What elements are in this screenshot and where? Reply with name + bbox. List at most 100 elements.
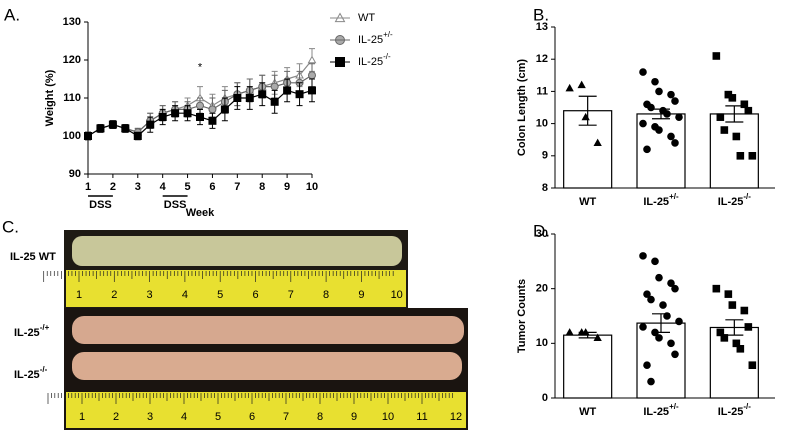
marker-square <box>740 306 749 315</box>
marker-square <box>121 124 130 133</box>
marker-circle <box>639 68 647 76</box>
y-axis-label: Tumor Counts <box>516 279 528 353</box>
ruler-number: 9 <box>358 289 364 301</box>
marker-circle <box>655 126 663 134</box>
marker-circle <box>655 334 663 342</box>
marker-circle <box>270 82 279 91</box>
marker-square <box>183 109 192 118</box>
bar <box>709 113 759 189</box>
annotation: DSS <box>89 199 112 211</box>
x-tick-label: 9 <box>284 181 290 193</box>
marker-circle <box>208 105 217 114</box>
x-tick-label: 7 <box>234 181 240 193</box>
marker-circle <box>196 101 204 110</box>
marker-square <box>728 94 737 102</box>
marker-square <box>308 86 316 95</box>
marker-circle <box>647 377 655 386</box>
marker-square <box>740 100 749 109</box>
x-tick-label: 3 <box>135 181 141 193</box>
ruler-number: 11 <box>416 411 427 423</box>
marker-square <box>724 290 733 298</box>
ruler-number: 12 <box>450 411 462 423</box>
marker-square <box>146 120 155 129</box>
ruler-number: 8 <box>323 289 329 301</box>
x-tick-label: 1 <box>85 181 91 193</box>
x-tick-label: 4 <box>160 181 167 193</box>
marker-circle <box>671 97 679 105</box>
error-bar <box>725 105 744 123</box>
y-tick-label: 90 <box>69 168 81 180</box>
marker-square <box>732 132 741 141</box>
marker-square <box>736 152 745 160</box>
marker-square <box>716 328 725 337</box>
x-tick-label: IL-25+/- <box>643 192 679 208</box>
colon-het <box>72 316 464 344</box>
marker-square <box>270 97 279 106</box>
bar <box>636 322 686 399</box>
y-tick-label: 9 <box>542 150 548 162</box>
marker-square <box>736 345 745 353</box>
marker-triangle <box>565 328 574 336</box>
y-tick-label: 8 <box>542 182 548 194</box>
ruler-number: 8 <box>317 411 323 423</box>
marker-circle <box>675 113 683 121</box>
x-tick-label: 8 <box>259 181 265 193</box>
x-tick-label: IL-25+/- <box>643 402 679 418</box>
marker-square <box>283 86 292 95</box>
colon-wt <box>72 236 402 266</box>
marker-square <box>108 120 117 129</box>
ruler-number: 4 <box>182 289 188 301</box>
y-tick-label: 110 <box>63 92 81 104</box>
marker-circle <box>639 252 647 260</box>
x-tick-label: 6 <box>209 181 215 193</box>
y-tick-label: 30 <box>536 228 548 240</box>
y-tick-label: 20 <box>536 283 548 295</box>
colon-ko <box>72 352 462 380</box>
marker-circle <box>643 290 651 298</box>
marker-circle <box>663 312 671 320</box>
marker-circle <box>671 284 679 293</box>
marker-square <box>158 113 167 121</box>
marker-square <box>720 126 729 134</box>
marker-square <box>258 90 267 99</box>
marker-square <box>732 339 741 348</box>
annotation: DSS <box>164 199 187 211</box>
y-tick-label: 10 <box>536 118 548 130</box>
marker-square <box>744 106 753 115</box>
marker-circle <box>675 317 683 326</box>
y-tick-label: 13 <box>536 21 548 33</box>
marker-triangle <box>581 112 590 121</box>
marker-square <box>220 105 229 114</box>
y-axis-label: Weight (%) <box>44 69 56 126</box>
marker-circle <box>667 339 675 348</box>
marker-square <box>728 301 737 309</box>
error-bar <box>578 95 597 126</box>
marker-square <box>171 109 180 118</box>
marker-circle <box>651 257 659 266</box>
marker-square <box>245 94 254 102</box>
ruler-number: 7 <box>288 289 294 301</box>
marker-square <box>712 52 721 60</box>
y-tick-label: 12 <box>536 53 548 65</box>
marker-square <box>716 113 725 121</box>
panel-label: C. <box>2 217 19 236</box>
marker-circle <box>643 361 651 370</box>
x-tick-label: WT <box>579 196 596 208</box>
marker-square <box>744 323 753 331</box>
error-bar <box>725 319 744 336</box>
ruler-number: 5 <box>215 411 221 423</box>
ruler-number: 6 <box>252 289 258 301</box>
legend-label: WT <box>358 12 375 24</box>
marker-square <box>96 124 105 133</box>
ruler-number: 2 <box>111 289 117 301</box>
ruler-number: 3 <box>147 411 153 423</box>
ruler-number: 4 <box>181 411 187 423</box>
marker-square <box>720 334 729 342</box>
y-tick-label: 10 <box>536 337 548 349</box>
marker-square <box>712 284 721 293</box>
ruler-number: 10 <box>382 411 394 423</box>
marker-circle <box>643 145 651 154</box>
x-tick-label: WT <box>579 406 596 418</box>
ruler-number: 10 <box>391 289 403 301</box>
marker-square <box>133 132 142 140</box>
